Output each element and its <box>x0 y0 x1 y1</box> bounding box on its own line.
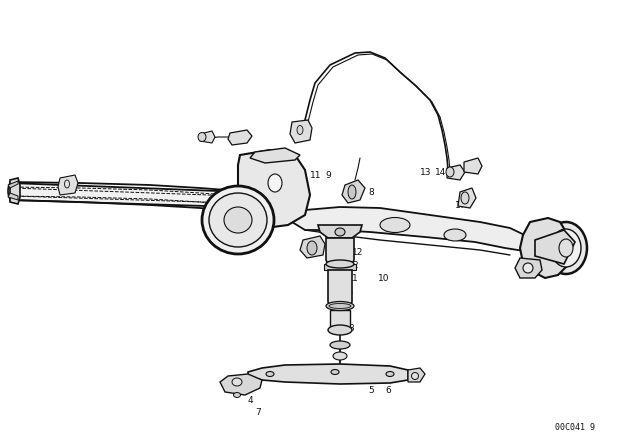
Ellipse shape <box>335 228 345 236</box>
Ellipse shape <box>329 303 351 309</box>
Ellipse shape <box>209 193 267 247</box>
Text: 10: 10 <box>378 273 390 283</box>
Text: 9: 9 <box>325 171 331 180</box>
Polygon shape <box>8 181 18 188</box>
Polygon shape <box>238 150 310 228</box>
Polygon shape <box>290 120 312 143</box>
Ellipse shape <box>297 125 303 134</box>
Text: 13: 13 <box>420 168 431 177</box>
Polygon shape <box>292 207 535 252</box>
Text: 2: 2 <box>352 260 358 270</box>
Polygon shape <box>58 175 78 195</box>
Text: 17: 17 <box>455 201 467 210</box>
Polygon shape <box>250 148 300 163</box>
Ellipse shape <box>380 217 410 233</box>
Ellipse shape <box>326 260 354 268</box>
Text: 11: 11 <box>310 171 321 180</box>
Ellipse shape <box>328 325 352 335</box>
Ellipse shape <box>446 167 454 177</box>
Ellipse shape <box>333 352 347 360</box>
Ellipse shape <box>551 229 581 267</box>
Text: 6: 6 <box>385 385 391 395</box>
Polygon shape <box>10 183 270 208</box>
Ellipse shape <box>545 222 587 274</box>
Ellipse shape <box>523 263 533 273</box>
Ellipse shape <box>461 192 469 204</box>
Ellipse shape <box>444 229 466 241</box>
Polygon shape <box>326 238 354 264</box>
Ellipse shape <box>348 185 356 199</box>
Text: 15: 15 <box>450 168 461 177</box>
Polygon shape <box>300 236 325 258</box>
Text: 5: 5 <box>368 385 374 395</box>
Text: 4: 4 <box>248 396 253 405</box>
Ellipse shape <box>331 370 339 375</box>
Polygon shape <box>324 264 356 270</box>
Polygon shape <box>10 178 20 204</box>
Ellipse shape <box>266 371 274 376</box>
Ellipse shape <box>412 372 419 379</box>
Text: 14: 14 <box>435 168 446 177</box>
Ellipse shape <box>330 341 350 349</box>
Ellipse shape <box>307 241 317 255</box>
Polygon shape <box>200 131 215 143</box>
Polygon shape <box>520 218 572 278</box>
Polygon shape <box>8 193 18 200</box>
Polygon shape <box>447 165 465 180</box>
Ellipse shape <box>224 207 252 233</box>
Ellipse shape <box>326 302 354 310</box>
Polygon shape <box>328 270 352 306</box>
Ellipse shape <box>232 378 242 386</box>
Ellipse shape <box>268 174 282 192</box>
Polygon shape <box>228 130 252 145</box>
Polygon shape <box>342 180 365 203</box>
Ellipse shape <box>202 186 274 254</box>
Ellipse shape <box>8 182 16 200</box>
Polygon shape <box>458 188 476 208</box>
Text: 1: 1 <box>352 273 358 283</box>
Text: 8: 8 <box>368 188 374 197</box>
Ellipse shape <box>234 392 241 397</box>
Ellipse shape <box>559 239 573 257</box>
Text: 3: 3 <box>348 323 354 332</box>
Ellipse shape <box>386 371 394 376</box>
Ellipse shape <box>198 133 206 142</box>
Polygon shape <box>408 368 425 382</box>
Polygon shape <box>220 374 262 395</box>
Polygon shape <box>464 158 482 174</box>
Text: 7: 7 <box>255 408 260 417</box>
Polygon shape <box>318 225 362 238</box>
Polygon shape <box>515 258 542 278</box>
Text: 00C041 9: 00C041 9 <box>555 422 595 431</box>
Polygon shape <box>330 310 350 330</box>
Polygon shape <box>535 230 575 264</box>
Polygon shape <box>248 364 408 384</box>
Text: 16: 16 <box>295 171 307 180</box>
Text: 12: 12 <box>352 247 364 257</box>
